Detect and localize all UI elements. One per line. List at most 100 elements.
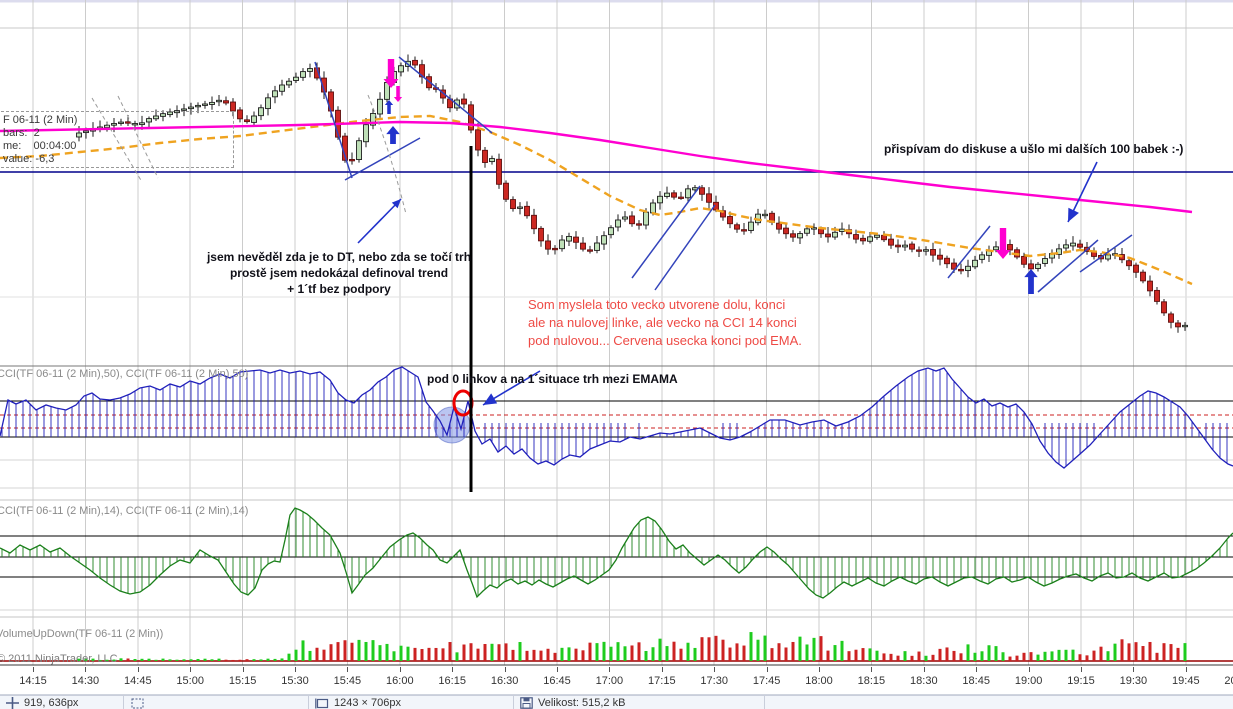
- time-label: 17:00: [595, 675, 624, 687]
- time-tick: [1133, 667, 1135, 672]
- data-box-tooltip: F 06-11 (2 Min) bars: 2 me: 00:04:00 val…: [0, 111, 234, 168]
- statusbar-file-size: Velikost: 515,2 kB: [514, 696, 764, 709]
- chart-canvas[interactable]: [0, 0, 1233, 666]
- time-tick: [609, 667, 611, 672]
- time-label: 18:30: [910, 675, 938, 687]
- time-label: 14:45: [124, 675, 152, 687]
- time-label: 14:15: [19, 675, 47, 687]
- down-arrow-annotation: [995, 228, 1011, 259]
- time-label: 19:00: [1014, 675, 1043, 687]
- cci50-levels: [0, 400, 1233, 438]
- cci14-panel-label: CCI(TF 06-11 (2 Min),14), CCI(TF 06-11 (…: [0, 505, 249, 517]
- time-label: 15:45: [333, 675, 362, 687]
- statusbar-cursor-position: 919, 636px: [0, 696, 123, 709]
- statusbar-separator: [764, 696, 765, 709]
- line-arrows: [357, 161, 1098, 406]
- down-arrow-annotation: [393, 86, 403, 102]
- up-arrow-annotation: [1024, 269, 1038, 294]
- annotation-red-note: Som myslela toto vecko utvorene dolu, ko…: [528, 297, 802, 348]
- time-label: 18:00: [805, 675, 833, 687]
- cci50-line: [0, 366, 1233, 469]
- time-label: 19:45: [1172, 675, 1200, 687]
- cci50-hatch: [1, 367, 1228, 467]
- panel-separators: [0, 365, 1233, 666]
- time-label: 17:30: [700, 675, 728, 687]
- annotation-trend-note: jsem nevěděl zda je to DT, nebo zda se t…: [206, 250, 472, 296]
- statusbar-separator: [513, 696, 514, 709]
- status-bar: 919, 636px 1243 × 706px Velikost: 515,2 …: [0, 695, 1233, 709]
- trend-lines: [314, 56, 1133, 293]
- time-tick: [557, 667, 558, 672]
- annotation-cci-note: pod 0 linkov a na 1´situace trh mezi EMA…: [427, 372, 678, 386]
- tooltip-line: bars: 2: [3, 127, 40, 139]
- cci14-levels: [0, 535, 1233, 578]
- ema-slow-line: [0, 120, 1193, 214]
- cci50-panel-label: CCI(TF 06-11 (2 Min),50), CCI(TF 06-11 (…: [0, 368, 249, 380]
- time-label: 15:30: [281, 675, 309, 687]
- time-tick: [137, 667, 139, 672]
- time-tick: [766, 667, 768, 672]
- block-arrows: [383, 59, 1038, 294]
- grid-horizontal: [0, 27, 1233, 611]
- selection-icon: [131, 698, 144, 708]
- cursor-position-value: 919, 636px: [24, 697, 79, 709]
- time-tick: [33, 667, 34, 672]
- time-tick: [295, 667, 296, 672]
- time-label: 16:30: [490, 675, 519, 687]
- time-tick: [976, 667, 978, 672]
- statusbar-separator: [123, 696, 124, 709]
- down-arrow-annotation: [383, 59, 399, 88]
- up-arrow-annotation: [384, 100, 394, 114]
- time-axis: 14:15 14:30 14:45 15:00 15:15 15:30 15:45 16:00…: [0, 666, 1233, 695]
- time-tick: [347, 667, 349, 672]
- time-tick: [190, 667, 192, 672]
- time-label: 19:15: [1067, 675, 1095, 687]
- time-tick: [923, 667, 925, 672]
- time-tick: [714, 667, 716, 672]
- tooltip-line: value: -6,3: [3, 153, 55, 165]
- time-tick: [661, 667, 663, 672]
- statusbar-selection: [124, 696, 308, 709]
- time-label: 20:00: [1224, 675, 1233, 687]
- tooltip-line: me: 00:04:00: [3, 140, 77, 152]
- time-tick: [871, 667, 873, 672]
- volume-bars: [77, 632, 1187, 661]
- time-label: 15:00: [176, 675, 204, 687]
- file-size-value: Velikost: 515,2 kB: [538, 697, 626, 709]
- image-dimensions-value: 1243 × 706px: [334, 697, 401, 709]
- time-label: 18:15: [857, 675, 886, 687]
- time-tick: [504, 667, 506, 672]
- gray-dashed-lines: [91, 94, 407, 215]
- top-strip: [0, 0, 1233, 3]
- statusbar-separator: [308, 696, 309, 709]
- time-label: 16:15: [438, 675, 466, 687]
- ema-fast-dashed-line: [0, 114, 1193, 286]
- time-label: 16:45: [543, 675, 571, 687]
- volume-panel-label: VolumeUpDown(TF 06-11 (2 Min)): [0, 628, 164, 640]
- candlesticks: [76, 59, 1188, 328]
- time-label: 17:15: [648, 675, 676, 687]
- statusbar-image-dimensions: 1243 × 706px: [309, 696, 513, 709]
- time-label: 18:45: [962, 675, 990, 687]
- time-label: 15:15: [228, 675, 257, 687]
- image-size-icon: [315, 698, 329, 708]
- copyright-label: © 2011 NinjaTrader, LLC: [0, 653, 118, 665]
- up-arrow-annotation: [386, 126, 400, 144]
- time-tick: [1028, 667, 1030, 672]
- crosshair-icon: [6, 697, 19, 709]
- tooltip-line: F 06-11 (2 Min): [3, 114, 78, 126]
- cci14-line: [0, 507, 1233, 599]
- time-label: 19:30: [1119, 675, 1148, 687]
- time-tick: [819, 667, 820, 672]
- save-disk-icon: [520, 697, 533, 709]
- time-label: 14:30: [71, 675, 100, 687]
- grid-vertical: [32, 0, 1187, 665]
- time-tick: [452, 667, 454, 672]
- time-label: 17:45: [752, 675, 781, 687]
- time-tick: [399, 667, 401, 672]
- time-tick: [242, 667, 244, 672]
- time-label: 16:00: [386, 675, 414, 687]
- time-tick: [1081, 667, 1082, 672]
